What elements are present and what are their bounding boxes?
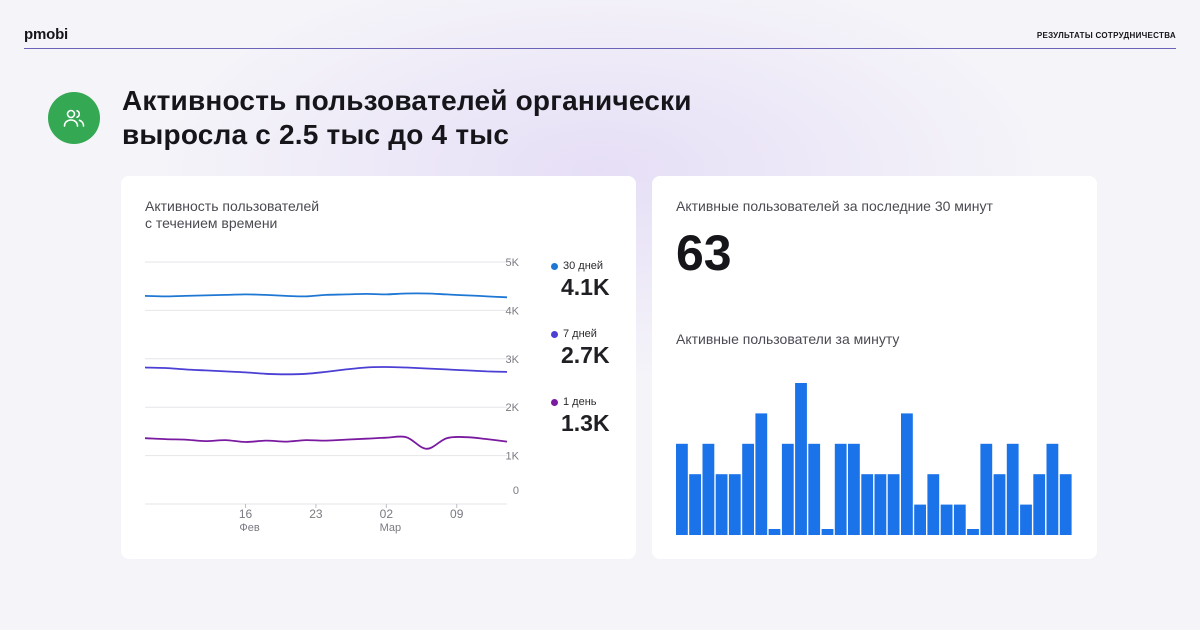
- bar: [993, 474, 1006, 535]
- y-tick-label: 4K: [506, 305, 520, 317]
- active-30min-value: 63: [676, 225, 732, 281]
- active-30min-title: Активные пользователей за последние 30 м…: [676, 198, 993, 214]
- bar: [980, 443, 993, 535]
- bar: [715, 474, 728, 535]
- bar: [927, 474, 940, 535]
- bar: [676, 443, 688, 535]
- legend-dot-7d: [551, 330, 558, 338]
- bar: [755, 413, 768, 535]
- bar: [887, 474, 900, 535]
- legend-dot-1d: [551, 398, 558, 406]
- bar: [689, 474, 701, 535]
- bar: [702, 443, 715, 535]
- series-line-7d: [144, 366, 508, 376]
- headline-line-2: выросла с 2.5 тыс до 4 тыс: [122, 119, 510, 150]
- x-tick-label: 16: [239, 507, 253, 521]
- x-tick-label: 02: [380, 507, 394, 521]
- bar: [781, 443, 794, 535]
- header-tagline: РЕЗУЛЬТАТЫ СОТРУДНИЧЕСТВА: [1036, 31, 1176, 40]
- legend-item-7d: 7 дней 2.7K: [551, 328, 610, 369]
- bar: [848, 443, 860, 535]
- bar: [967, 529, 979, 535]
- bar: [861, 474, 874, 535]
- bar: [953, 504, 966, 535]
- bar: [1059, 474, 1072, 535]
- y-tick-label: 3K: [506, 354, 520, 366]
- bar: [1006, 443, 1019, 535]
- x-tick-sublabel: Фев: [239, 522, 259, 534]
- y-tick-label: 2K: [506, 402, 520, 414]
- bar: [1046, 443, 1059, 535]
- x-tick-sublabel: Мар: [380, 522, 402, 534]
- bar: [901, 413, 913, 535]
- legend-label-1d: 1 день: [563, 396, 597, 408]
- bar: [795, 383, 807, 535]
- legend-item-1d: 1 день 1.3K: [551, 396, 610, 437]
- legend-value-1d: 1.3K: [561, 410, 610, 436]
- x-tick-label: 09: [450, 507, 464, 521]
- bar: [808, 443, 821, 535]
- activity-card-title: Активность пользователей с течением врем…: [145, 198, 319, 232]
- series-line-1d: [144, 435, 508, 450]
- bar: [914, 504, 926, 535]
- top-bar: pmobi РЕЗУЛЬТАТЫ СОТРУДНИЧЕСТВА: [24, 22, 1176, 49]
- headline-line-1: Активность пользователей органически: [122, 85, 692, 116]
- y-tick-label: 1K: [506, 451, 520, 463]
- legend-value-30d: 4.1K: [561, 274, 610, 300]
- x-tick-label: 23: [309, 507, 323, 521]
- logo[interactable]: pmobi: [24, 26, 68, 43]
- bar-chart: [676, 383, 1072, 535]
- legend-value-7d: 2.7K: [561, 342, 610, 368]
- legend-label-7d: 7 дней: [563, 328, 597, 340]
- bar: [1020, 504, 1032, 535]
- bar: [768, 529, 781, 535]
- realtime-card: Активные пользователей за последние 30 м…: [652, 176, 1097, 559]
- page-headline: Активность пользователей органически выр…: [122, 84, 762, 152]
- bar: [940, 504, 953, 535]
- activity-over-time-card: Активность пользователей с течением врем…: [121, 176, 636, 559]
- bar: [1033, 474, 1046, 535]
- legend-label-30d: 30 дней: [563, 260, 604, 272]
- bar: [834, 443, 847, 535]
- y-tick-label: 5K: [506, 257, 520, 269]
- series-line-30d: [144, 292, 508, 299]
- activity-card-title-line-2: с течением времени: [145, 215, 278, 231]
- legend-item-30d: 30 дней 4.1K: [551, 260, 610, 301]
- per-minute-title: Активные пользователи за минуту: [676, 331, 900, 347]
- bar: [821, 529, 834, 535]
- bar: [874, 474, 887, 535]
- bar: [742, 443, 754, 535]
- y-tick-label: 0: [513, 485, 519, 497]
- activity-card-title-line-1: Активность пользователей: [145, 198, 320, 214]
- bar: [728, 474, 741, 535]
- legend-dot-30d: [551, 262, 558, 270]
- users-icon: [48, 92, 100, 144]
